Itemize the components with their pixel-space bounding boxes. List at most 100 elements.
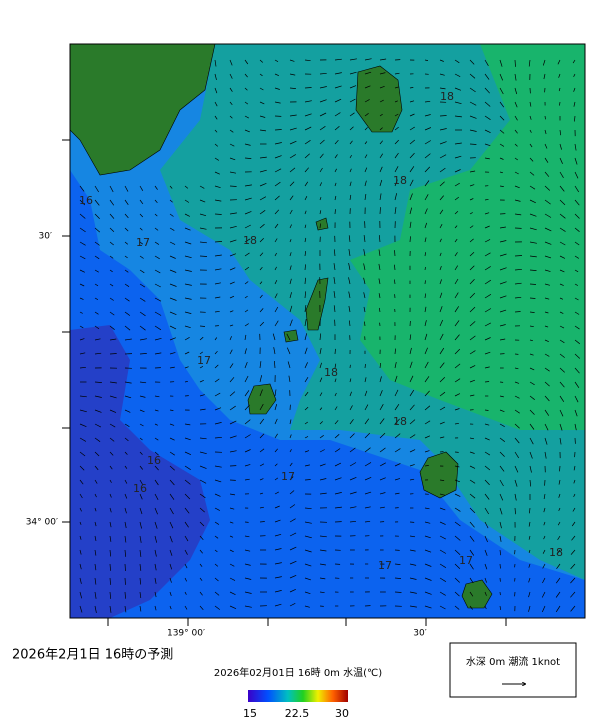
arrow [573, 101, 576, 107]
arrow [94, 549, 97, 556]
arrow [304, 563, 312, 567]
arrow [364, 321, 366, 327]
arrow [454, 210, 459, 215]
arrow [139, 479, 143, 485]
arrow [274, 418, 278, 425]
arrow [499, 115, 505, 121]
arrow [499, 171, 503, 174]
arrow [529, 199, 536, 204]
arrow [409, 126, 415, 131]
arrow [484, 73, 490, 80]
arrow [439, 265, 442, 271]
arrow [199, 199, 206, 203]
arrow [409, 236, 411, 243]
arrow [199, 465, 207, 469]
arrow [199, 591, 203, 596]
arrow [529, 115, 532, 120]
arrow [454, 265, 458, 271]
arrow [334, 182, 337, 187]
arrow [529, 395, 535, 400]
arrow [169, 451, 175, 456]
arrow [124, 535, 127, 543]
arrow [109, 395, 117, 399]
arrow [184, 605, 188, 610]
arrow [499, 157, 504, 160]
arrow [124, 381, 132, 384]
arrow [469, 451, 475, 454]
arrow [289, 154, 296, 159]
arrow [184, 563, 188, 569]
arrow [274, 320, 279, 327]
arrow [544, 185, 551, 191]
arrow [154, 493, 159, 500]
arrow [109, 185, 114, 193]
arrow [484, 605, 487, 610]
arrow [439, 154, 447, 159]
arrow [499, 563, 501, 569]
arrow [274, 252, 277, 257]
arrow [259, 294, 263, 299]
arrow [514, 101, 518, 108]
arrow [454, 493, 461, 497]
arrow [274, 505, 280, 509]
arrow [94, 479, 98, 484]
arrow [541, 605, 546, 613]
arrow [139, 381, 147, 384]
arrow [94, 591, 97, 599]
arrow [289, 114, 297, 117]
arrow [259, 129, 267, 132]
arrow [304, 113, 312, 117]
arrow [544, 409, 550, 416]
arrow [484, 322, 491, 327]
arrow [319, 112, 327, 117]
arrow [424, 420, 431, 425]
arrow [244, 605, 252, 608]
arrow [454, 196, 460, 201]
arrow [559, 395, 565, 402]
arrow [484, 591, 487, 596]
arrow [304, 87, 312, 89]
island [283, 329, 299, 343]
arrow [529, 409, 535, 415]
arrow [244, 157, 252, 159]
arrow [439, 224, 443, 229]
arrow [124, 241, 129, 245]
arrow [424, 127, 432, 131]
arrow [409, 139, 416, 145]
arrow [94, 241, 100, 246]
arrow [484, 381, 490, 383]
arrow [469, 465, 476, 469]
arrow [424, 521, 431, 524]
arrow [259, 375, 263, 383]
arrow [319, 196, 322, 201]
arrow [139, 255, 144, 259]
arrow [229, 267, 236, 271]
arrow [229, 405, 236, 411]
arrow [364, 432, 371, 439]
arrow [79, 338, 85, 341]
arrow [214, 605, 221, 610]
arrow [244, 281, 249, 285]
arrow [454, 521, 461, 527]
arrow [274, 562, 282, 565]
arrow [378, 307, 381, 313]
arrow [109, 577, 111, 585]
arrow [154, 465, 159, 471]
arrow [394, 72, 400, 75]
arrow [559, 437, 562, 445]
arrow [124, 213, 129, 219]
arrow [349, 506, 357, 509]
arrow [484, 563, 488, 570]
arrow [424, 280, 426, 285]
arrow [379, 179, 383, 187]
arrow [543, 535, 546, 540]
arrow [469, 479, 476, 484]
arrow [364, 85, 371, 89]
arrow [439, 377, 446, 383]
arrow [199, 451, 207, 455]
arrow [572, 59, 576, 64]
arrow [274, 266, 277, 271]
arrow [574, 143, 577, 151]
arrow [469, 321, 476, 327]
arrow [169, 437, 175, 441]
